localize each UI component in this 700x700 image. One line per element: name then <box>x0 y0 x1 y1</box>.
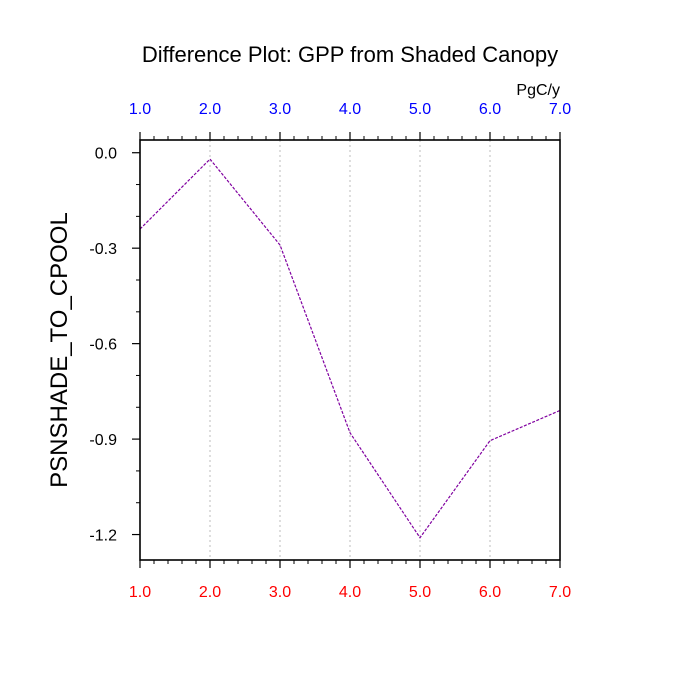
x-tick-label-top: 2.0 <box>199 101 221 118</box>
y-tick-label: -0.3 <box>89 241 117 258</box>
axes: 1.0 1.0 2.0 2.0 3.0 3.0 4.0 4.0 5.0 5.0 6.0 6.0 7.0 7… <box>89 101 571 601</box>
x-tick-label-top: 7.0 <box>549 101 571 118</box>
x-tick-label-top: 3.0 <box>269 101 291 118</box>
series-line <box>139 158 561 539</box>
y-axis-label: PSNSHADE_TO_CPOOL <box>46 212 73 488</box>
x-tick-label-top: 1.0 <box>129 101 151 118</box>
x-tick-label-bottom: 7.0 <box>549 584 571 601</box>
units-label: PgC/y <box>516 82 560 99</box>
x-tick-label-top: 4.0 <box>339 101 361 118</box>
y-tick-label: -0.6 <box>89 337 117 354</box>
x-tick-label-bottom: 2.0 <box>199 584 221 601</box>
x-tick-label-top: 5.0 <box>409 101 431 118</box>
x-tick-label-bottom: 6.0 <box>479 584 501 601</box>
x-tick-label-bottom: 3.0 <box>269 584 291 601</box>
y-tick-label: 0.0 <box>95 146 117 163</box>
x-tick-label-bottom: 4.0 <box>339 584 361 601</box>
series-group <box>139 158 561 539</box>
y-tick-label: -1.2 <box>89 528 117 545</box>
x-tick-label-top: 6.0 <box>479 101 501 118</box>
y-tick-label: -0.9 <box>89 432 117 449</box>
x-tick-label-bottom: 5.0 <box>409 584 431 601</box>
chart-title: Difference Plot: GPP from Shaded Canopy <box>142 42 558 67</box>
x-tick-label-bottom: 1.0 <box>129 584 151 601</box>
grid <box>209 140 491 560</box>
